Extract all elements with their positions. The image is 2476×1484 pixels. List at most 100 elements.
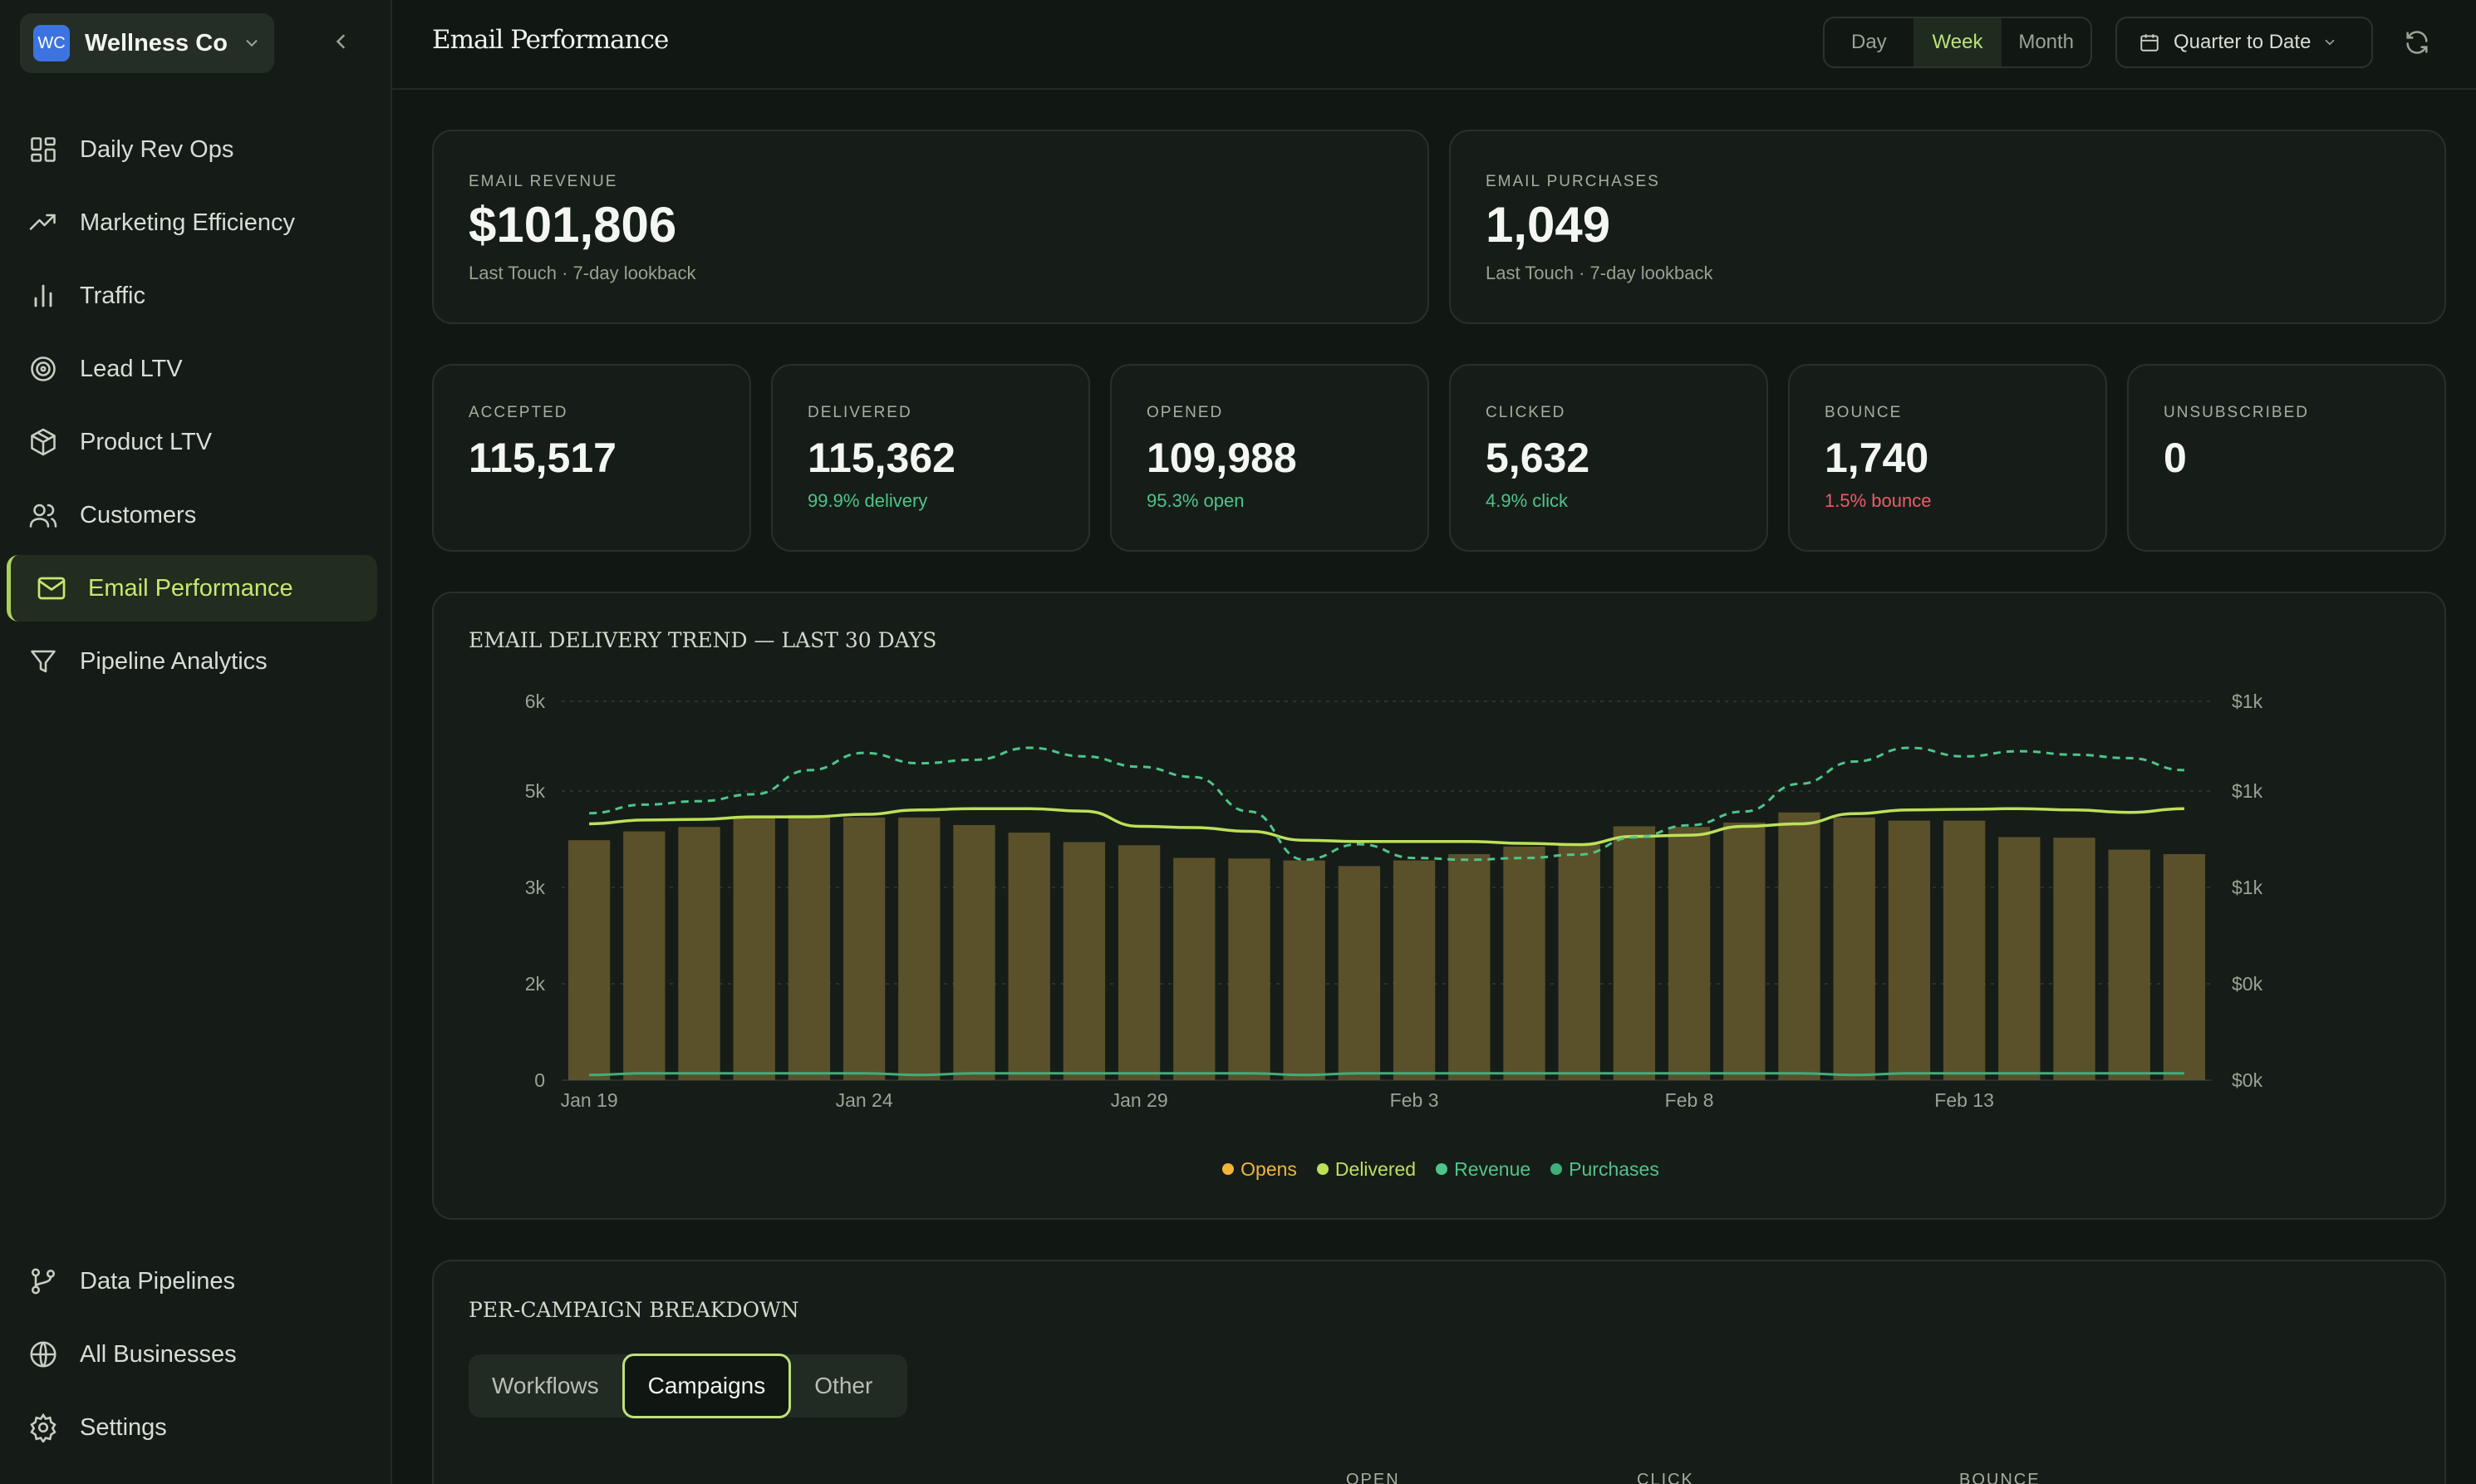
nav-item-lead-ltv[interactable]: Lead LTV (7, 336, 377, 402)
kpi-label: ACCEPTED (469, 404, 568, 421)
y-tick-label: 3k (525, 877, 546, 898)
breakdown-title: PER-CAMPAIGN BREAKDOWN (469, 1298, 799, 1322)
nav-item-marketing-efficiency[interactable]: Marketing Efficiency (7, 189, 377, 256)
delivery-trend-card: EMAIL DELIVERY TREND — LAST 30 DAYS 0 2k 3… (432, 592, 2446, 1220)
target-icon (27, 352, 60, 386)
bar-opens (953, 824, 995, 1080)
column-header-bounce[interactable]: BOUNCE (1959, 1471, 2041, 1484)
breakdown-tabs: Workflows Campaigns Other (469, 1354, 907, 1418)
nav-item-product-ltv[interactable]: Product LTV (7, 409, 377, 475)
line-purchases (589, 1072, 2184, 1077)
nav-label: Traffic (80, 282, 145, 309)
bar-opens (1393, 860, 1436, 1080)
legend-item-revenue[interactable]: Revenue (1436, 1158, 1530, 1181)
kpi-subtext: Last Touch · 7-day lookback (469, 263, 696, 283)
nav-item-data-pipelines[interactable]: Data Pipelines (7, 1248, 377, 1314)
column-header-open[interactable]: OPEN (1346, 1471, 1400, 1484)
tab-other[interactable]: Other (814, 1373, 873, 1398)
users-icon (27, 499, 60, 532)
y-right-tick-label: $1k (2232, 780, 2263, 802)
nav-item-traffic[interactable]: Traffic (7, 263, 377, 329)
bar-opens (733, 816, 775, 1080)
nav-label: Data Pipelines (80, 1267, 235, 1295)
kpi-card-clicked: CLICKED 5,632 4.9% click (1449, 364, 1768, 552)
kpi-label: EMAIL PURCHASES (1486, 173, 1660, 190)
kpi-value: $101,806 (469, 197, 677, 253)
date-range-picker[interactable]: Quarter to Date (2115, 17, 2373, 68)
y-tick-label: 6k (525, 690, 546, 712)
bar-opens (1833, 817, 1875, 1080)
collapse-sidebar-icon[interactable] (329, 30, 352, 53)
trending-up-icon (27, 206, 60, 239)
bar-opens (2108, 849, 2150, 1080)
bar-opens (1723, 822, 1766, 1080)
kpi-card-accepted: ACCEPTED 115,517 (432, 364, 751, 552)
git-branch-icon (27, 1265, 60, 1298)
nav-item-settings[interactable]: Settings (7, 1394, 377, 1461)
nav-label: Lead LTV (80, 355, 183, 382)
legend-item-delivered[interactable]: Delivered (1316, 1158, 1417, 1181)
granularity-month[interactable]: Month (2018, 31, 2075, 53)
legend-item-opens[interactable]: Opens (1222, 1158, 1297, 1181)
granularity-week[interactable]: Week (1913, 18, 2002, 66)
bar-opens (1943, 820, 1986, 1080)
bar-chart-icon (27, 279, 60, 312)
nav-label: Marketing Efficiency (80, 209, 295, 236)
kpi-card-delivered: DELIVERED 115,362 99.9% delivery (771, 364, 1090, 552)
bar-opens (623, 831, 666, 1080)
bar-opens (1503, 846, 1545, 1080)
bar-opens (1118, 845, 1161, 1080)
bar-opens (2053, 838, 2095, 1080)
kpi-card-email-purchases: EMAIL PURCHASES 1,049 Last Touch · 7-day… (1449, 130, 2446, 324)
y-tick-label: 2k (525, 973, 546, 995)
column-header-click[interactable]: CLICK (1637, 1471, 1694, 1484)
legend-item-purchases[interactable]: Purchases (1550, 1158, 1659, 1181)
kpi-card-opened: OPENED 109,988 95.3% open (1110, 364, 1429, 552)
kpi-card-email-revenue: EMAIL REVENUE $101,806 Last Touch · 7-da… (432, 130, 1429, 324)
kpi-rate: 4.9% click (1486, 490, 1569, 511)
legend-label: Opens (1240, 1158, 1297, 1180)
kpi-value: 109,988 (1147, 435, 1297, 481)
bar-opens (1888, 820, 1931, 1080)
x-tick-label: Feb 3 (1390, 1089, 1439, 1111)
tab-campaigns[interactable]: Campaigns (621, 1354, 792, 1418)
legend-label: Revenue (1454, 1158, 1531, 1180)
kpi-card-unsubscribed: UNSUBSCRIBED 0 (2127, 364, 2446, 552)
chart-legend: Opens Delivered Revenue Purchases (434, 1158, 2448, 1181)
kpi-label: UNSUBSCRIBED (2164, 404, 2309, 421)
delivery-trend-chart: 0 2k 3k 5k 6k $0k $0k $1k $1k $1k Jan 19 Jan 24 Jan … (525, 690, 2263, 1111)
nav-item-all-businesses[interactable]: All Businesses (7, 1321, 377, 1388)
bar-opens (1173, 857, 1216, 1080)
kpi-value: 1,740 (1825, 435, 1929, 481)
bar-opens (1063, 842, 1106, 1080)
kpi-value: 1,049 (1486, 197, 1611, 253)
legend-dot (1436, 1162, 1448, 1175)
mail-icon (35, 572, 68, 605)
nav-item-daily-rev-ops[interactable]: Daily Rev Ops (7, 116, 377, 183)
chevron-down-icon (2326, 39, 2335, 46)
bar-opens (1613, 826, 1656, 1080)
workspace-switcher[interactable]: WC Wellness Co (20, 13, 274, 73)
nav-item-pipeline-analytics[interactable]: Pipeline Analytics (7, 628, 377, 695)
page-title: Email Performance (432, 25, 669, 55)
bar-opens (1228, 858, 1270, 1080)
nav-label: Product LTV (80, 428, 213, 455)
legend-label: Purchases (1569, 1158, 1659, 1180)
chevron-down-icon (246, 40, 258, 47)
legend-label: Delivered (1334, 1158, 1417, 1180)
kpi-subtext: Last Touch · 7-day lookback (1486, 263, 1713, 283)
nav-item-email-performance[interactable]: Email Performance (7, 555, 377, 622)
bar-opens (898, 817, 941, 1080)
bar-opens (1338, 866, 1381, 1080)
bar-opens (1558, 844, 1600, 1080)
tab-workflows[interactable]: Workflows (492, 1373, 599, 1398)
kpi-rate: 95.3% open (1147, 490, 1245, 511)
granularity-day[interactable]: Day (1850, 31, 1887, 53)
date-range-label: Quarter to Date (2174, 31, 2311, 53)
kpi-value: 5,632 (1486, 435, 1590, 481)
nav-item-customers[interactable]: Customers (7, 482, 377, 548)
refresh-icon[interactable] (2403, 28, 2431, 57)
bar-opens (843, 817, 886, 1080)
bar-opens (788, 814, 831, 1080)
nav-label: Customers (80, 501, 197, 528)
